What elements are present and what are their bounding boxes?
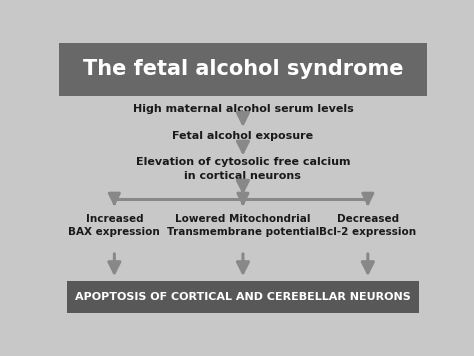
Text: Fetal alcohol exposure: Fetal alcohol exposure xyxy=(173,131,313,141)
Text: Lowered Mitochondrial
Transmembrane potential: Lowered Mitochondrial Transmembrane pote… xyxy=(167,214,319,237)
Text: Elevation of cytosolic free calcium
in cortical neurons: Elevation of cytosolic free calcium in c… xyxy=(136,157,350,181)
Text: The fetal alcohol syndrome: The fetal alcohol syndrome xyxy=(82,59,403,79)
Text: High maternal alcohol serum levels: High maternal alcohol serum levels xyxy=(133,104,353,114)
Bar xyxy=(59,43,427,96)
Text: Increased
BAX expression: Increased BAX expression xyxy=(68,214,160,237)
Text: APOPTOSIS OF CORTICAL AND CEREBELLAR NEURONS: APOPTOSIS OF CORTICAL AND CEREBELLAR NEU… xyxy=(75,292,411,302)
Text: Decreased
Bcl-2 expression: Decreased Bcl-2 expression xyxy=(319,214,416,237)
Bar xyxy=(66,281,419,313)
